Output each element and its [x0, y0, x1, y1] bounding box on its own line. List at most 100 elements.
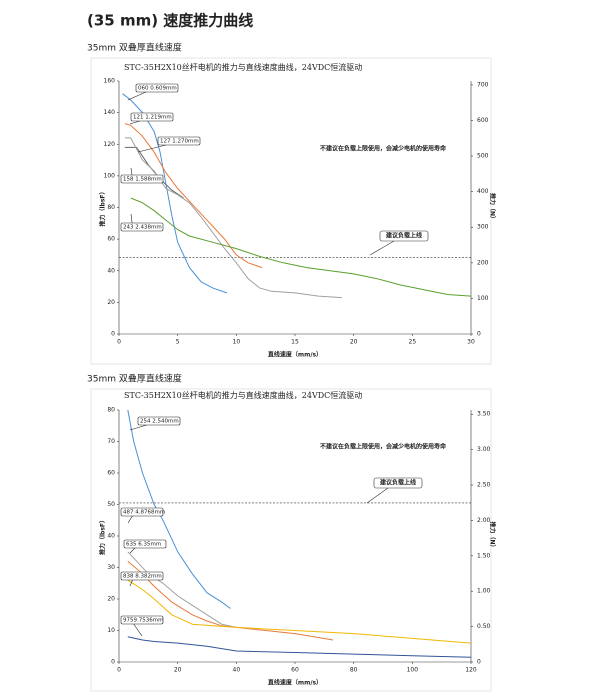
y2-tick-label: 600 — [477, 117, 489, 124]
legend-box — [157, 136, 201, 146]
y2-tick-label: 1.50 — [477, 552, 491, 559]
y2-tick-label: 200 — [477, 259, 489, 266]
legend-box — [123, 539, 167, 549]
series-line — [124, 137, 342, 299]
x-tick-label: 20 — [174, 667, 182, 674]
y-tick-label: 60 — [107, 236, 115, 243]
y-tick-label: 160 — [104, 78, 116, 85]
legend-box — [137, 416, 181, 426]
legend-box — [120, 571, 164, 581]
x-tick-label: 30 — [467, 339, 475, 346]
y-tick-label: 120 — [104, 141, 116, 148]
y-tick-label: 80 — [107, 204, 115, 211]
x-tick-label: 100 — [407, 667, 419, 674]
y-tick-label: 40 — [107, 533, 115, 540]
y2-tick-label: 2.00 — [477, 517, 491, 524]
y2-tick-label: 100 — [477, 295, 489, 302]
legend-label: 487 4.8768mm — [123, 510, 165, 516]
y-tick-label: 70 — [107, 438, 115, 445]
legend-box — [135, 83, 179, 93]
chart-title: STC-35H2X10丝杆电机的推力与直线速度曲线，24VDC恒流驱动 — [124, 62, 362, 72]
y2-tick-label: 3.00 — [477, 446, 491, 453]
y2-tick-label: 300 — [477, 224, 489, 231]
annotation: 不建议在负载上限使用，会减少电机的使用寿命 — [320, 443, 447, 451]
annotation: 不建议在负载上限使用，会减少电机的使用寿命 — [320, 145, 447, 153]
chart-frame — [90, 57, 492, 365]
y2-axis-label: 推力（N） — [489, 193, 497, 222]
annotation-arrow — [369, 240, 395, 256]
legend-label: 838 8.382mm — [123, 574, 162, 580]
legend-label: 060 0.609mm — [138, 86, 177, 92]
legend-box — [130, 112, 174, 122]
x-tick-label: 10 — [233, 339, 241, 346]
annotation: 建议负载上线 — [386, 232, 422, 240]
x-tick-label: 20 — [350, 339, 358, 346]
y2-tick-label: 3.50 — [477, 411, 491, 418]
y2-tick-label: 0.50 — [477, 623, 491, 630]
annotation-arrow — [366, 487, 389, 504]
y-tick-label: 30 — [107, 564, 115, 571]
x-tick-label: 0 — [117, 667, 121, 674]
y2-tick-label: 400 — [477, 188, 489, 195]
y-tick-label: 20 — [107, 299, 115, 306]
legend-leader — [132, 622, 143, 637]
legend-label: 158 1.588mm — [123, 177, 162, 183]
legend-leader — [137, 143, 171, 153]
chart-title: STC-35H2X10丝杆电机的推力与直线速度曲线，24VDC恒流驱动 — [124, 390, 362, 400]
x-tick-label: 60 — [291, 667, 299, 674]
y-axis-label: 推力（lbsF） — [99, 517, 107, 555]
legend-label: 9759.7536mm — [123, 618, 163, 624]
y-tick-label: 60 — [107, 470, 115, 477]
x-axis-label: 直线速度（mm/s） — [268, 679, 322, 687]
y2-tick-label: 1.00 — [477, 588, 491, 595]
series-line — [122, 93, 228, 294]
series-line — [127, 409, 231, 609]
x-tick-label: 40 — [233, 667, 241, 674]
y2-axis-label: 推力（N） — [489, 521, 497, 550]
legend-box — [120, 507, 164, 517]
series-line — [124, 123, 263, 269]
y-tick-label: 0 — [111, 659, 115, 666]
series-line — [127, 636, 472, 658]
y-tick-label: 80 — [107, 407, 115, 414]
chart-subtitle: 35mm 双叠厚直线速度 — [87, 373, 182, 385]
legend-leader — [127, 90, 149, 101]
series-line — [127, 551, 237, 628]
y-tick-label: 140 — [104, 109, 116, 116]
page-title: (35 mm) 速度推力曲线 — [87, 12, 253, 30]
x-tick-label: 0 — [117, 339, 121, 346]
y2-tick-label: 2.50 — [477, 482, 491, 489]
y-tick-label: 50 — [107, 501, 115, 508]
y2-tick-label: 500 — [477, 153, 489, 160]
y-tick-label: 10 — [107, 627, 115, 634]
x-tick-label: 120 — [465, 667, 477, 674]
x-tick-label: 25 — [409, 339, 417, 346]
chart-subtitle: 35mm 双叠厚直线速度 — [87, 42, 182, 54]
series-line — [127, 560, 334, 641]
legend-box — [120, 222, 164, 232]
legend-box — [120, 174, 164, 184]
x-tick-label: 5 — [176, 339, 180, 346]
legend-label: 121 1.219mm — [133, 115, 172, 121]
y-tick-label: 40 — [107, 267, 115, 274]
legend-label: 243 2.438mm — [123, 225, 162, 231]
y-tick-label: 20 — [107, 596, 115, 603]
y-axis-label: 推力（lbsF） — [99, 188, 107, 226]
y2-tick-label: 0 — [477, 331, 481, 338]
annotation-box — [373, 477, 423, 489]
y-tick-label: 0 — [111, 331, 115, 338]
annotation: 建议负载上线 — [380, 479, 416, 487]
legend-label: 254 2.540mm — [140, 419, 179, 425]
legend-leader — [127, 514, 134, 524]
series-line — [130, 197, 472, 297]
x-tick-label: 15 — [291, 339, 299, 346]
series-line — [127, 579, 472, 644]
x-tick-label: 80 — [350, 667, 358, 674]
y2-tick-label: 0 — [477, 659, 481, 666]
x-axis-label: 直线速度（mm/s） — [268, 351, 322, 359]
legend-label: 635 6.35mm — [126, 542, 161, 548]
y-tick-label: 100 — [104, 172, 116, 179]
legend-box — [120, 615, 164, 625]
annotation-box — [379, 230, 429, 242]
y2-tick-label: 700 — [477, 81, 489, 88]
